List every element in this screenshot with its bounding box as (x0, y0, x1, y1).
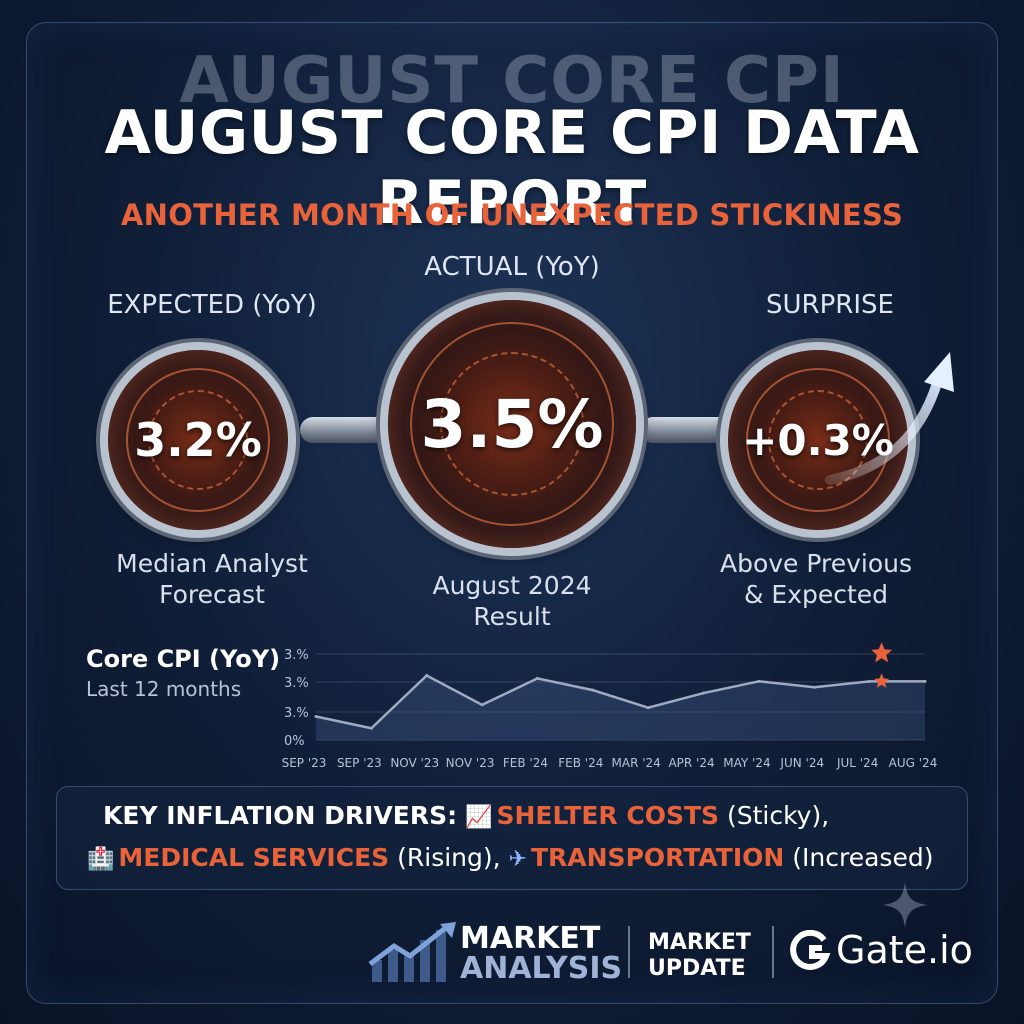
surprise-gauge: +0.3% (728, 350, 908, 530)
drivers-line-1: KEY INFLATION DRIVERS: 📈 SHELTER COSTS (S… (103, 801, 829, 830)
expected-value: 3.2% (134, 413, 262, 467)
x-tick-label: AUG '24 (889, 756, 938, 770)
data-point (702, 691, 706, 695)
footer-divider-2 (772, 926, 774, 978)
actual-caption-line1: August 2024 (432, 571, 592, 600)
footer-divider-1 (628, 926, 630, 978)
market-analysis-line1: MARKET (460, 921, 601, 956)
actual-value: 3.5% (420, 385, 604, 463)
gauge-ring (410, 322, 614, 526)
market-analysis-logo-icon (368, 922, 456, 982)
actual-caption: August 2024 Result (382, 570, 642, 632)
surprise-value: +0.3% (742, 415, 894, 465)
surprise-label: SURPRISE (766, 290, 894, 320)
actual-gauge: 3.5% (388, 300, 636, 548)
data-point (535, 676, 539, 680)
market-analysis-line2: ANALYSIS (460, 951, 623, 986)
rising-arrow-icon (825, 352, 954, 485)
expected-caption-line2: Forecast (159, 580, 265, 609)
x-tick-label: SEP '23 (282, 756, 327, 770)
data-point (757, 679, 761, 683)
x-tick-label: FEB '24 (503, 756, 548, 770)
driver-name-transportation: TRANSPORTATION (530, 843, 785, 872)
gate-logo-icon (790, 930, 831, 970)
actual-caption-line2: Result (473, 602, 551, 631)
chart-subtitle: Last 12 months (86, 677, 242, 701)
x-tick-label: SEP '23 (337, 756, 382, 770)
driver-name-medical: MEDICAL SERVICES (118, 843, 390, 872)
surprise-caption: Above Previous & Expected (686, 548, 946, 610)
market-update-line1: MARKET (648, 930, 751, 955)
actual-label: ACTUAL (YoY) (424, 252, 600, 282)
x-tick-label: JUL '24 (836, 756, 878, 770)
surprise-caption-line1: Above Previous (719, 549, 913, 578)
driver-status-medical: (Rising), (397, 843, 501, 872)
data-point (425, 673, 429, 677)
x-tick-label: NOV '23 (446, 756, 495, 770)
sparkle-icon (882, 882, 928, 928)
surprise-caption-line2: & Expected (743, 580, 889, 609)
driver-status-transportation: (Increased) (792, 843, 934, 872)
data-point (369, 726, 373, 730)
x-tick-label: JUN '24 (779, 756, 824, 770)
expected-caption-line1: Median Analyst (116, 549, 308, 578)
market-update-line2: UPDATE (648, 956, 746, 981)
data-point (314, 715, 318, 719)
brand-name: Gate.io (836, 928, 973, 972)
ghost-title: AUGUST CORE CPI (179, 44, 845, 118)
driver-name-shelter: SHELTER COSTS (496, 801, 720, 830)
star-marker-icon (874, 673, 890, 688)
gauge-ring-inner (440, 352, 584, 496)
chart-title: Core CPI (YoY) (86, 645, 281, 673)
airplane-icon: ✈ (508, 847, 527, 872)
page-subtitle: ANOTHER MONTH OF UNEXPECTED STICKINESS (120, 198, 904, 232)
data-point (812, 685, 816, 689)
market-update-label: MARKET UPDATE (648, 930, 751, 982)
page-title: AUGUST CORE CPI DATA REPORT (104, 98, 920, 238)
data-point (591, 688, 595, 692)
expected-caption: Median Analyst Forecast (82, 548, 342, 610)
inflation-drivers-panel: KEY INFLATION DRIVERS: 📈 SHELTER COSTS (S… (56, 786, 968, 890)
driver-status-shelter: (Sticky), (726, 801, 830, 830)
y-tick-label: 3.% (284, 676, 309, 691)
drivers-label: KEY INFLATION DRIVERS: (103, 801, 458, 830)
hospital-icon: 🏥 (87, 847, 115, 872)
y-tick-label: 0% (284, 734, 305, 749)
data-point (646, 706, 650, 710)
chart-up-icon: 📈 (465, 805, 493, 830)
market-analysis-label: MARKET ANALYSIS (460, 924, 622, 984)
gauge-ring-inner (148, 390, 248, 490)
x-tick-label: FEB '24 (558, 756, 603, 770)
area-fill (316, 675, 925, 740)
cpi-line-chart: 3.% 3.% 3.% 0% SEP '23 SEP '23 NOV '23 NOV '23 F… (282, 642, 938, 770)
data-point (868, 679, 872, 683)
gauge-ring-inner (768, 390, 868, 490)
x-tick-label: APR '24 (668, 756, 714, 770)
y-tick-label: 3.% (284, 706, 309, 721)
y-tick-label: 3.% (284, 648, 309, 663)
expected-label: EXPECTED (YoY) (107, 290, 317, 320)
data-point (923, 679, 927, 683)
x-tick-label: NOV '23 (390, 756, 439, 770)
drivers-line-2: 🏥 MEDICAL SERVICES (Rising), ✈ TRANSPORTAT… (87, 843, 933, 872)
x-tick-label: MAR '24 (612, 756, 661, 770)
x-tick-label: MAY '24 (723, 756, 770, 770)
star-marker-icon (871, 642, 893, 663)
expected-gauge: 3.2% (108, 350, 288, 530)
gauge-ring (746, 368, 890, 512)
gauge-ring (126, 368, 270, 512)
card-frame (26, 22, 998, 1004)
data-point (480, 703, 484, 707)
series-line (315, 673, 925, 730)
